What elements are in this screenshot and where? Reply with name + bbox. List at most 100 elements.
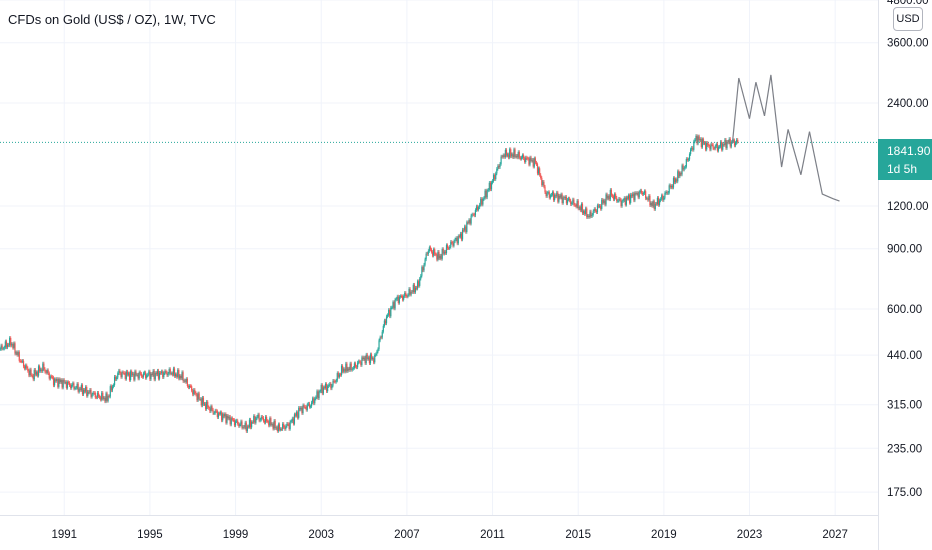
candle-body	[92, 392, 94, 395]
candle-body	[423, 264, 425, 271]
y-tick-label: 2400.00	[887, 98, 929, 110]
x-tick-label: 2011	[480, 529, 505, 541]
candle-body	[543, 181, 545, 187]
candle-body	[68, 382, 71, 386]
candle-body	[85, 386, 87, 392]
candle-body	[726, 141, 728, 149]
candle-body	[24, 366, 26, 369]
candle-body	[179, 375, 181, 379]
candle-body	[12, 344, 14, 348]
candle-body	[49, 376, 51, 379]
candle-body	[21, 360, 24, 362]
candle-body	[328, 385, 330, 387]
candle-body	[495, 173, 497, 180]
candle-body	[514, 149, 516, 157]
candle-body	[733, 140, 736, 146]
candle-body	[498, 165, 500, 168]
candle-body	[557, 192, 559, 202]
candle-body	[66, 382, 69, 388]
candle-body	[605, 194, 607, 205]
candle-body	[80, 385, 82, 391]
candle-body	[521, 155, 524, 158]
candle-body	[286, 423, 288, 426]
candle-body	[415, 287, 418, 289]
y-axis[interactable]: 175.00 235.00 315.00 440.00 600.00 900.00 1200…	[887, 0, 929, 499]
candle-body	[635, 192, 637, 194]
candle-body	[2, 348, 4, 350]
candle-body	[593, 208, 595, 212]
candle-body	[472, 214, 474, 216]
candle-body	[58, 379, 60, 387]
candle-body	[716, 144, 718, 151]
candle-body	[642, 193, 645, 195]
candle-body	[345, 363, 347, 372]
candle-body	[412, 284, 414, 293]
candle-body	[133, 373, 135, 380]
candle-body	[599, 205, 601, 207]
candle-body	[196, 394, 198, 401]
candle-body	[700, 138, 702, 147]
candle-body	[549, 195, 551, 198]
candle-body	[529, 157, 531, 165]
candle-body	[338, 374, 341, 377]
candle-body	[667, 192, 669, 194]
candle-body	[79, 388, 81, 391]
candle-body	[343, 369, 345, 372]
candle-body	[515, 155, 517, 157]
candle-body	[450, 241, 452, 247]
candle-body	[558, 195, 560, 202]
candle-body	[268, 421, 270, 426]
current-price-tag: 1841.90 1d 5h	[878, 139, 932, 180]
candle-body	[435, 254, 437, 256]
candle-body	[56, 378, 58, 381]
candle-body	[90, 389, 92, 397]
candle-body	[74, 388, 76, 389]
candle-body	[272, 424, 274, 429]
candle-body	[571, 203, 573, 205]
candle-body	[666, 191, 668, 194]
candle-body	[430, 249, 433, 252]
candle-body	[397, 296, 399, 303]
candle-body	[308, 403, 311, 407]
candle-body	[228, 416, 230, 419]
candle-body	[651, 202, 653, 206]
candle-body	[442, 249, 444, 254]
candle-body	[734, 142, 737, 146]
candle-body	[542, 181, 544, 186]
candle-body	[410, 291, 412, 295]
candle-body	[737, 139, 739, 142]
candle-body	[102, 392, 104, 399]
candle-body	[158, 372, 161, 379]
candle-body	[120, 373, 122, 377]
candle-body	[264, 416, 267, 423]
candle-body	[227, 415, 229, 419]
candle-body	[611, 195, 614, 197]
x-axis[interactable]: 1991 1995 1999 2003 2007 2011 2015 2019 2023 2027	[51, 529, 848, 541]
candle-body	[370, 354, 373, 359]
candle-body	[387, 315, 389, 317]
candle-body	[721, 141, 723, 150]
candle-body	[26, 365, 28, 369]
candle-body	[47, 370, 49, 374]
candle-body	[105, 393, 107, 402]
candle-body	[335, 380, 337, 382]
candle-body	[502, 155, 504, 157]
candle-body	[122, 372, 124, 374]
candle-body	[637, 192, 639, 198]
candle-body	[577, 200, 579, 209]
candle-body	[201, 397, 203, 406]
candle-body	[713, 148, 715, 150]
candle-body	[97, 392, 100, 397]
candle-body	[276, 427, 278, 432]
currency-button[interactable]: USD	[893, 7, 923, 31]
candle-body	[355, 366, 358, 368]
candle-body	[380, 337, 382, 339]
candle-body	[270, 418, 272, 425]
candle-body	[367, 357, 369, 359]
candle-body	[273, 420, 275, 429]
candle-body	[19, 360, 21, 362]
candle-body	[231, 418, 233, 420]
candle-body	[298, 407, 300, 418]
candle-body	[363, 357, 365, 360]
